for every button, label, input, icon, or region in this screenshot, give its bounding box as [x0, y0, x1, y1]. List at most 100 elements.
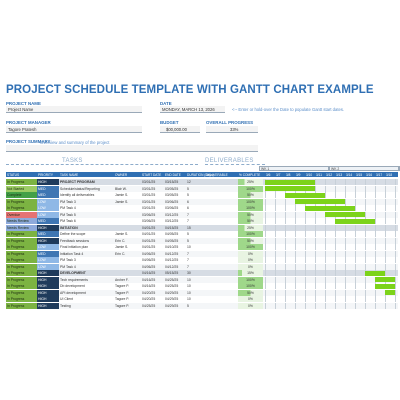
end-date-cell[interactable]: 03/06/25	[165, 206, 179, 210]
duration-cell[interactable]: 12	[187, 180, 191, 184]
complete-cell[interactable]: 50%	[238, 211, 263, 218]
status-cell[interactable]: In Progress	[6, 283, 37, 289]
complete-cell[interactable]: 0%	[238, 257, 263, 263]
end-date-cell[interactable]: 04/29/25	[165, 290, 179, 295]
duration-cell[interactable]: 7	[187, 219, 189, 223]
end-date-cell[interactable]: 04/10/25	[165, 245, 179, 249]
deliverable-cell[interactable]	[205, 257, 238, 263]
owner-cell[interactable]: Archer F.	[115, 277, 129, 282]
complete-cell[interactable]: 100%	[238, 276, 263, 283]
status-cell[interactable]: In Progress	[6, 198, 37, 205]
deliverable-cell[interactable]	[205, 179, 238, 185]
end-date-cell[interactable]: 04/15/25	[165, 225, 179, 230]
priority-cell[interactable]: HIGH	[37, 270, 59, 276]
deliverable-cell[interactable]	[205, 264, 238, 270]
end-date-cell[interactable]: 04/25/25	[165, 284, 179, 288]
start-date-cell[interactable]: 03/01/25	[142, 180, 156, 184]
table-row[interactable]: In Progress HIGH Testing Tagore P. 04/25/25 0…	[6, 302, 398, 309]
complete-cell[interactable]: 100%	[238, 283, 263, 289]
priority-cell[interactable]: HIGH	[37, 224, 59, 231]
end-date-cell[interactable]: 03/06/25	[165, 199, 179, 204]
owner-cell[interactable]	[114, 257, 141, 263]
status-cell[interactable]: In Progress	[6, 263, 37, 270]
start-date-cell[interactable]: 04/01/25	[142, 245, 156, 249]
duration-cell[interactable]: 7	[187, 251, 189, 256]
complete-cell[interactable]: 50%	[238, 289, 263, 296]
overall-progress-field[interactable]	[206, 126, 258, 133]
task-name-cell[interactable]: INITIATION	[60, 225, 78, 230]
start-date-cell[interactable]: 04/01/25	[142, 238, 156, 243]
deliverable-cell[interactable]	[205, 218, 238, 224]
deliverable-cell[interactable]	[205, 238, 238, 244]
status-cell[interactable]: In Progress	[6, 270, 37, 276]
table-row[interactable]: In Progress LOW PM Task 3 04/06/25 04/12/25 7…	[6, 257, 398, 263]
status-cell[interactable]: Not Started	[6, 185, 37, 192]
owner-cell[interactable]: Blair W.	[115, 186, 127, 191]
owner-cell[interactable]	[114, 212, 141, 218]
start-date-cell[interactable]: 04/06/25	[142, 264, 156, 269]
priority-cell[interactable]: HIGH	[37, 296, 59, 302]
complete-cell[interactable]: 0%	[238, 302, 263, 309]
start-date-cell[interactable]: 03/06/25	[142, 212, 156, 217]
duration-cell[interactable]: 15	[187, 225, 191, 230]
status-cell[interactable]: Complete	[6, 192, 37, 198]
deliverable-cell[interactable]	[205, 251, 238, 257]
status-cell[interactable]: In Progress	[6, 257, 37, 263]
duration-cell[interactable]: 10	[187, 297, 191, 301]
start-date-cell[interactable]: 04/06/25	[142, 258, 156, 262]
table-row[interactable]: In Progress MED Initiation Task 4 Erin C. 04…	[6, 250, 398, 257]
gantt-bar[interactable]	[265, 179, 315, 185]
start-date-cell[interactable]: 04/16/25	[142, 277, 156, 282]
task-name-cell[interactable]: Identify all deliverables	[60, 193, 95, 197]
end-date-cell[interactable]: 04/12/25	[165, 251, 179, 256]
owner-cell[interactable]: Jamie S.	[115, 199, 129, 204]
gantt-bar[interactable]	[375, 283, 395, 289]
deliverable-cell[interactable]	[205, 186, 238, 192]
priority-cell[interactable]: HIGH	[37, 179, 59, 185]
priority-cell[interactable]: HIGH	[37, 237, 59, 244]
start-date-cell[interactable]: 04/25/25	[142, 303, 156, 308]
column-header-2[interactable]: TASK NAME	[60, 172, 79, 177]
priority-cell[interactable]: MED	[37, 231, 59, 237]
owner-cell[interactable]	[114, 218, 141, 224]
owner-cell[interactable]: Jamie S.	[115, 193, 129, 197]
gantt-bar[interactable]	[325, 212, 365, 217]
deliverable-cell[interactable]	[205, 192, 238, 198]
start-date-cell[interactable]: 04/20/25	[142, 297, 156, 301]
end-date-cell[interactable]: 04/12/25	[165, 264, 179, 269]
project-summary-field[interactable]	[6, 145, 258, 152]
table-row[interactable]: Not Started MED Schedule/status/Reporting B…	[6, 185, 398, 192]
complete-cell[interactable]: 100%	[238, 244, 263, 250]
priority-cell[interactable]: LOW	[37, 211, 59, 218]
owner-cell[interactable]	[114, 264, 141, 270]
duration-cell[interactable]: 6	[187, 199, 189, 204]
duration-cell[interactable]: 7	[187, 258, 189, 262]
owner-cell[interactable]: Tagore P.	[115, 284, 130, 288]
column-header-6[interactable]: DURATION (Days)	[187, 172, 214, 177]
project-manager-field[interactable]	[6, 126, 142, 133]
task-name-cell[interactable]: PM Task 4	[60, 206, 76, 210]
owner-cell[interactable]: Jamie S.	[115, 245, 129, 249]
status-cell[interactable]: Overdue	[6, 211, 37, 218]
table-row[interactable]: In Progress MED Define the scope Jamie S. 04…	[6, 231, 398, 237]
status-cell[interactable]: In Progress	[6, 250, 37, 257]
column-header-4[interactable]: START DATE	[142, 172, 162, 177]
gantt-bar[interactable]	[385, 290, 395, 295]
gantt-bar[interactable]	[365, 270, 385, 276]
deliverable-cell[interactable]	[205, 212, 238, 218]
deliverable-cell[interactable]	[205, 270, 238, 276]
status-cell[interactable]: In Progress	[6, 179, 37, 185]
priority-cell[interactable]: LOW	[37, 257, 59, 263]
task-name-cell[interactable]: Final initiation plan	[60, 245, 89, 249]
end-date-cell[interactable]: 04/05/25	[165, 232, 179, 236]
task-name-cell[interactable]: PM Task 3	[60, 199, 76, 204]
status-cell[interactable]: In Progress	[6, 296, 37, 302]
table-row[interactable]: Needs Review MED PM Task 6 03/06/25 03/12/25…	[6, 218, 398, 224]
gantt-bar[interactable]	[375, 277, 395, 282]
end-date-cell[interactable]: 03/12/25	[165, 212, 179, 217]
duration-cell[interactable]: 5	[187, 186, 189, 191]
table-row[interactable]: Complete MED Identify all deliverables Jami…	[6, 192, 398, 198]
owner-cell[interactable]: Tagore P.	[115, 290, 130, 295]
task-name-cell[interactable]: PM Task 6	[60, 219, 76, 223]
duration-cell[interactable]: 10	[187, 245, 191, 249]
